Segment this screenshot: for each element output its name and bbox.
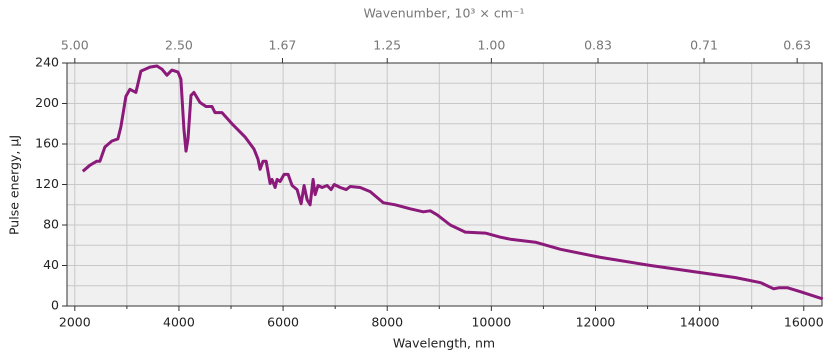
- x-tick-label: 4000: [163, 315, 195, 330]
- y-tick-label: 40: [43, 257, 59, 272]
- x-tick-label: 16000: [784, 315, 824, 330]
- x2-tick-label: 0.71: [690, 38, 718, 53]
- x2-tick-label: 1.67: [269, 38, 297, 53]
- y-tick-label: 0: [51, 298, 59, 313]
- x-axis-title: Wavelength, nm: [393, 336, 495, 351]
- x2-tick-label: 0.83: [584, 38, 612, 53]
- x2-axis-title: Wavenumber, 10³ × cm⁻¹: [363, 6, 524, 21]
- data-line: [81, 64, 824, 301]
- x-tick-label: 14000: [680, 315, 720, 330]
- x2-tick-label: 2.50: [165, 38, 193, 53]
- x2-tick-label: 1.00: [477, 38, 505, 53]
- x2-tick-label: 5.00: [61, 38, 89, 53]
- x-tick-label: 8000: [371, 315, 403, 330]
- y-axis-title: Pulse energy, μJ: [7, 135, 22, 235]
- y-tick-label: 240: [35, 55, 59, 70]
- x-tick-label: 10000: [471, 315, 511, 330]
- plot-frame: [66, 62, 823, 307]
- x2-tick-label: 0.63: [783, 38, 811, 53]
- x-tick-label: 6000: [267, 315, 299, 330]
- y-tick-label: 200: [35, 95, 59, 110]
- x-tick-label: 12000: [576, 315, 616, 330]
- x2-tick-label: 1.25: [373, 38, 401, 53]
- y-tick-label: 80: [43, 217, 59, 232]
- y-tick-label: 160: [35, 136, 59, 151]
- x-tick-label: 2000: [59, 315, 91, 330]
- y-tick-label: 120: [35, 176, 59, 191]
